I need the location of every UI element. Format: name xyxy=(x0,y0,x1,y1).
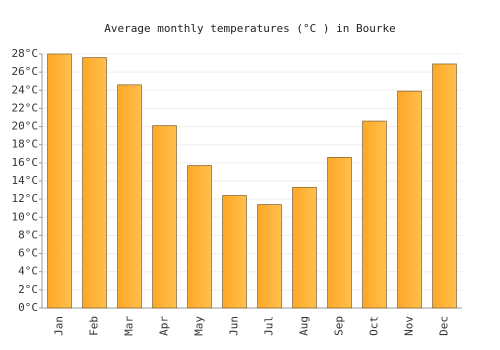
y-tick-label: 24°C xyxy=(12,83,39,96)
bar xyxy=(222,195,247,309)
x-tick-label: Sep xyxy=(333,316,346,336)
x-tick-label: Apr xyxy=(158,316,171,336)
y-tick-label: 26°C xyxy=(12,65,39,78)
x-tick-label: Jan xyxy=(53,316,66,336)
y-tick-label: 14°C xyxy=(12,174,39,187)
x-tick-label: Jul xyxy=(263,316,276,336)
bar xyxy=(432,63,457,309)
x-tick-label: Mar xyxy=(123,316,136,336)
bar xyxy=(187,165,212,309)
y-tick-label: 0°C xyxy=(18,301,38,314)
x-tick-label: Nov xyxy=(403,316,416,336)
y-tick-label: 20°C xyxy=(12,120,39,133)
y-tick-label: 12°C xyxy=(12,192,39,205)
bar xyxy=(362,120,387,309)
y-tick-label: 16°C xyxy=(12,156,39,169)
x-tick-label: Dec xyxy=(438,316,451,336)
bar xyxy=(47,53,72,309)
bar xyxy=(152,125,177,309)
x-tick-label: May xyxy=(193,316,206,336)
y-tick-label: 28°C xyxy=(12,47,39,60)
y-tick-label: 6°C xyxy=(18,247,38,260)
y-tick-label: 2°C xyxy=(18,283,38,296)
y-tick-label: 10°C xyxy=(12,210,39,223)
chart-title: Average monthly temperatures (°C ) in Bo… xyxy=(104,22,395,35)
x-tick-label: Aug xyxy=(298,316,311,336)
x-tick-label: Oct xyxy=(368,316,381,336)
bar xyxy=(117,84,142,309)
bar xyxy=(327,157,352,309)
bar xyxy=(397,90,422,309)
y-tick-label: 18°C xyxy=(12,138,39,151)
y-tick-label: 22°C xyxy=(12,101,39,114)
x-tick-label: Jun xyxy=(228,316,241,336)
y-tick-label: 8°C xyxy=(18,228,38,241)
y-tick-label: 4°C xyxy=(18,265,38,278)
bar xyxy=(82,57,107,309)
x-tick-label: Feb xyxy=(88,316,101,336)
bar xyxy=(257,204,282,309)
bar xyxy=(292,186,317,309)
